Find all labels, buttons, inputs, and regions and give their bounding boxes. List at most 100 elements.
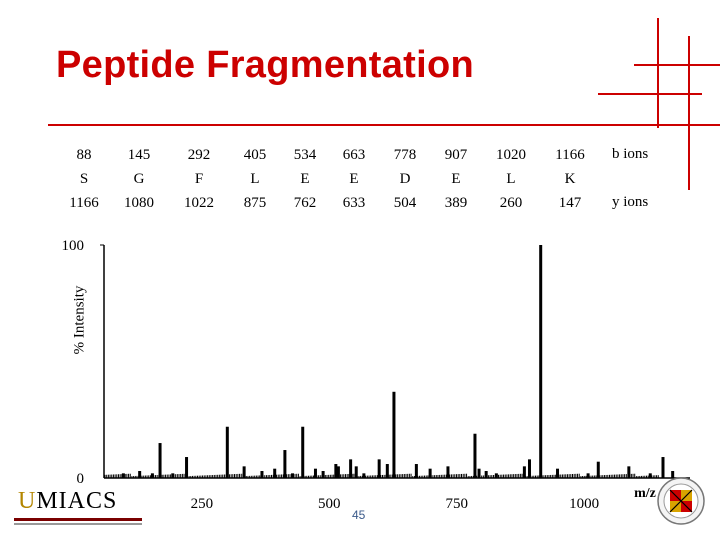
spectrum-peak <box>392 391 396 478</box>
y-ion-value: 1080 <box>124 195 154 211</box>
fragment-column: 907 E 389 <box>426 143 486 215</box>
spectrum-peak <box>661 457 665 478</box>
b-ion-value: 145 <box>127 147 151 163</box>
decor-vline-1 <box>657 18 659 128</box>
university-seal-icon <box>657 477 705 525</box>
spectrum-peak <box>321 471 325 478</box>
y-ion-value: 147 <box>558 195 582 211</box>
y-ion-value: 389 <box>444 195 468 211</box>
x-axis-label: m/z <box>634 486 656 501</box>
fragment-column: 534 E 762 <box>275 143 335 215</box>
b-ion-value: 778 <box>393 147 417 163</box>
spectrum-peak <box>586 473 590 478</box>
b-ion-value: 1166 <box>555 147 585 163</box>
spectrum-peak <box>377 459 381 478</box>
residue-letter: L <box>506 171 516 187</box>
spectrum-peak <box>273 468 277 478</box>
fragment-column: 292 F 1022 <box>169 143 229 215</box>
spectrum-peak <box>150 473 154 478</box>
umiacs-logo-main: MIACS <box>36 488 118 514</box>
spectrum-peak <box>354 466 358 478</box>
umiacs-logo: UMIACS <box>8 488 142 532</box>
b-ion-value: 1020 <box>496 147 526 163</box>
fragment-column: 88 S 1166 <box>54 143 114 215</box>
residue-letter: D <box>399 171 411 187</box>
spectrum-peak <box>556 468 560 478</box>
spectrum-peak <box>527 459 531 478</box>
residue-letter: F <box>194 171 204 187</box>
spectrum-peak <box>596 461 600 478</box>
spectrum-peak <box>260 471 264 478</box>
y-tick-label: 0 <box>77 471 85 487</box>
spectrum-peak <box>283 450 287 478</box>
residue-letter: G <box>133 171 145 187</box>
fragment-column: 663 E 633 <box>324 143 384 215</box>
x-tick-label: 500 <box>318 496 341 512</box>
spectrum-peak <box>225 426 229 478</box>
fragment-column: 778 D 504 <box>375 143 435 215</box>
y-ion-value: 1166 <box>69 195 99 211</box>
spectrum-peak <box>385 464 389 478</box>
title-underline <box>48 124 720 126</box>
b-ions-label: b ions <box>612 146 649 162</box>
fragment-column: 1020 L 260 <box>481 143 541 215</box>
spectrum-peak <box>301 426 305 478</box>
y-ion-value: 504 <box>393 195 417 211</box>
page-title: Peptide Fragmentation <box>56 44 475 86</box>
y-ion-value: 260 <box>499 195 523 211</box>
y-ion-value: 1022 <box>184 195 214 211</box>
b-ion-value: 534 <box>293 147 317 163</box>
page-number: 45 <box>352 508 366 522</box>
spectrum-peak <box>446 466 450 478</box>
residue-letter: E <box>349 171 359 187</box>
residue-letter: E <box>300 171 310 187</box>
b-ion-value: 292 <box>187 147 211 163</box>
y-ion-value: 633 <box>342 195 366 211</box>
residue-letter: L <box>250 171 260 187</box>
fragment-column: 405 L 875 <box>225 143 285 215</box>
fragment-column: 145 G 1080 <box>109 143 169 215</box>
spectrum-peak <box>484 471 488 478</box>
spectrum-peak <box>539 245 543 478</box>
y-axis-label: % Intensity <box>71 285 88 355</box>
spectrum-peak <box>158 443 162 478</box>
decor-hline-2 <box>598 93 702 95</box>
y-ion-value: 875 <box>243 195 267 211</box>
spectrum-peak <box>336 466 340 478</box>
spectrum-peak <box>494 473 498 478</box>
residue-letter: S <box>79 171 89 187</box>
spectrum-peak <box>349 459 353 478</box>
spectrum-peak <box>242 466 246 478</box>
spectrum-peak <box>627 466 631 478</box>
spectrum-peak <box>185 457 189 478</box>
b-ion-value: 405 <box>243 147 267 163</box>
spectrum-peak <box>138 471 142 478</box>
decor-hline-1 <box>634 64 720 66</box>
spectrum-peak <box>428 468 432 478</box>
spectrum-peak <box>473 433 477 478</box>
spectrum-peak <box>334 464 338 478</box>
b-ion-value: 663 <box>342 147 366 163</box>
decor-vline-2 <box>688 36 690 190</box>
spectrum-peak <box>313 468 317 478</box>
x-tick-label: 1000 <box>569 496 599 512</box>
residue-letter: E <box>451 171 461 187</box>
x-tick-label: 750 <box>445 496 468 512</box>
residue-letter: K <box>564 171 576 187</box>
y-ions-label: y ions <box>612 194 649 210</box>
y-ion-value: 762 <box>293 195 317 211</box>
spectrum-peak <box>477 468 481 478</box>
x-tick-label: 250 <box>191 496 214 512</box>
y-tick-label: 100 <box>62 238 85 254</box>
spectrum-peak <box>648 473 652 478</box>
spectrum-peak <box>121 473 125 478</box>
fragment-column: 1166 K 147 <box>540 143 600 215</box>
spectrum-peak <box>522 466 526 478</box>
spectrum-peak <box>414 464 418 478</box>
spectrum-peak <box>171 473 175 478</box>
spectrum-peak <box>362 473 366 478</box>
b-ion-value: 907 <box>444 147 468 163</box>
umiacs-logo-prefix: U <box>18 488 37 514</box>
b-ion-value: 88 <box>76 147 92 163</box>
